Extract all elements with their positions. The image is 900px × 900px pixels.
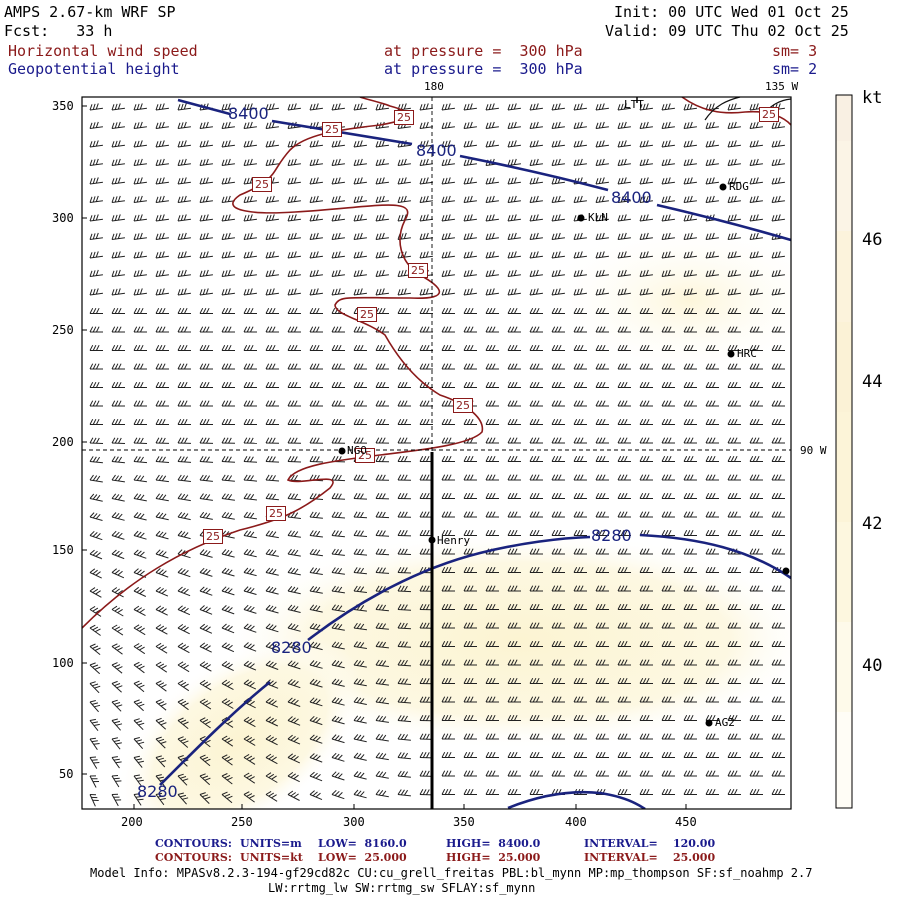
y-tick: 300: [52, 211, 74, 225]
colorbar-swatch-3: [836, 231, 852, 322]
footer-low: LOW= 8160.0: [318, 837, 407, 850]
station-label: KLN: [588, 211, 608, 224]
x-tick: 200: [121, 815, 143, 829]
y-tick: 350: [52, 99, 74, 113]
wind-speed-contour-25: [82, 97, 484, 629]
wind-speed-contour-label: 25: [759, 107, 779, 122]
forecast-hour: Fcst: 33 h: [4, 22, 113, 40]
colorbar-unit: kt: [862, 88, 883, 108]
footer-high: HIGH= 8400.0: [446, 837, 541, 850]
wind-speed-contour-label: 25: [408, 263, 428, 278]
height-contour-label: 8280: [137, 782, 178, 801]
height-contour-label: 8400: [416, 141, 457, 160]
station-markers: [338, 97, 790, 727]
height-contour-label: 8400: [228, 104, 269, 123]
station-label: RDG: [729, 180, 749, 193]
coastline: [704, 96, 741, 121]
wind-speed-contour-label: 25: [322, 122, 342, 137]
station-label: NGO: [347, 444, 367, 457]
x-tick: 400: [565, 815, 587, 829]
colorbar-label-46: 46: [862, 230, 883, 250]
colorbar-label-44: 44: [862, 372, 883, 392]
station-dot-henry: [428, 536, 436, 544]
footer-interval: INTERVAL= 120.00: [584, 837, 716, 850]
height-contour-label: 8400: [611, 188, 652, 207]
field1-name: Horizontal wind speed: [8, 42, 198, 60]
y-tick: 100: [52, 656, 74, 670]
field2-level: at pressure = 300 hPa: [384, 60, 583, 78]
colorbar-label-42: 42: [862, 514, 883, 534]
footer-contours-label-2: CONTOURS:: [155, 851, 232, 864]
wind-speed-contour-label: 25: [453, 398, 473, 413]
footer-units: UNITS=m: [240, 837, 302, 850]
colorbar-swatch-8: [836, 712, 852, 808]
wind-speed-contour-label: 25: [394, 110, 414, 125]
x-tick: 350: [453, 815, 475, 829]
model-info: Model Info: MPASv8.2.3-194-gf29cd82c CU:…: [90, 866, 813, 880]
wind-barbs: [89, 103, 785, 807]
wind-speed-contour-label: 25: [355, 448, 375, 463]
field1-level: at pressure = 300 hPa: [384, 42, 583, 60]
station-dot-hrc: [727, 350, 735, 358]
height-contour-8400-a: [177, 98, 413, 146]
model-title: AMPS 2.67-km WRF SP: [4, 3, 176, 21]
footer-interval-2: INTERVAL= 25.000: [584, 851, 716, 864]
wind-speed-contour-label: 25: [266, 506, 286, 521]
station-label: LTT: [624, 98, 644, 111]
wind-speed-shading: [116, 220, 791, 809]
wind-speed-contour-label: 25: [252, 177, 272, 192]
height-contour-8280-b: [307, 535, 591, 642]
y-tick: 250: [52, 323, 74, 337]
footer-units-2: UNITS=kt: [240, 851, 303, 864]
x-tick: 300: [343, 815, 365, 829]
station-dot-rdg: [719, 183, 727, 191]
valid-time: Valid: 09 UTC Thu 02 Oct 25: [605, 22, 849, 40]
station-dot-east: [782, 567, 790, 575]
footer-high-2: HIGH= 25.000: [446, 851, 541, 864]
field1-smoothing: sm= 3: [772, 42, 818, 60]
station-label: AG2: [715, 716, 735, 729]
station-dot-ngo: [338, 447, 346, 455]
height-contour-8280-c: [639, 533, 791, 580]
footer-contours-label: CONTOURS:: [155, 837, 232, 850]
wind-speed-contour-label: 25: [203, 529, 223, 544]
height-contour-8280-a: [159, 680, 271, 786]
lon-label-180: 180: [424, 80, 444, 93]
height-contour-label: 8280: [271, 638, 312, 657]
colorbar-swatch-2: [836, 141, 852, 231]
height-contour-8400-b: [459, 154, 609, 192]
init-time: Init: 00 UTC Wed 01 Oct 25: [614, 3, 849, 21]
x-tick: 450: [675, 815, 697, 829]
height-contours: [159, 98, 791, 809]
y-tick: 50: [59, 767, 74, 781]
station-dot-ag2: [705, 719, 713, 727]
lon-label-90w: 90 W: [800, 444, 827, 457]
x-tick: 250: [231, 815, 253, 829]
colorbar-swatch-7: [836, 622, 852, 712]
colorbar-swatch-6: [836, 522, 852, 622]
height-contour-8400-c: [656, 203, 791, 242]
wind-speed-contour-label: 25: [357, 307, 377, 322]
footer-low-2: LOW= 25.000: [318, 851, 407, 864]
colorbar: [835, 94, 853, 809]
colorbar-label-40: 40: [862, 656, 883, 676]
height-contour-8280-d: [507, 790, 646, 809]
field2-name: Geopotential height: [8, 60, 180, 78]
axis-ticks: [82, 105, 687, 809]
colorbar-swatch-1: [836, 95, 852, 141]
field2-smoothing: sm= 2: [772, 60, 818, 78]
y-tick: 150: [52, 543, 74, 557]
height-contour-label: 8280: [591, 526, 632, 545]
model-info-2: LW:rrtmg_lw SW:rrtmg_sw SFLAY:sf_mynn: [268, 881, 536, 895]
wind-speed-contour-25-ne: [681, 96, 792, 126]
colorbar-swatch-4: [836, 322, 852, 412]
plot-frame: [81, 96, 792, 810]
y-tick: 200: [52, 435, 74, 449]
station-label: Henry: [437, 534, 471, 547]
station-label: HRC: [737, 347, 757, 360]
colorbar-swatch-5: [836, 412, 852, 522]
lon-label-135w: 135 W: [765, 80, 799, 93]
station-dot-kln: [577, 214, 585, 222]
